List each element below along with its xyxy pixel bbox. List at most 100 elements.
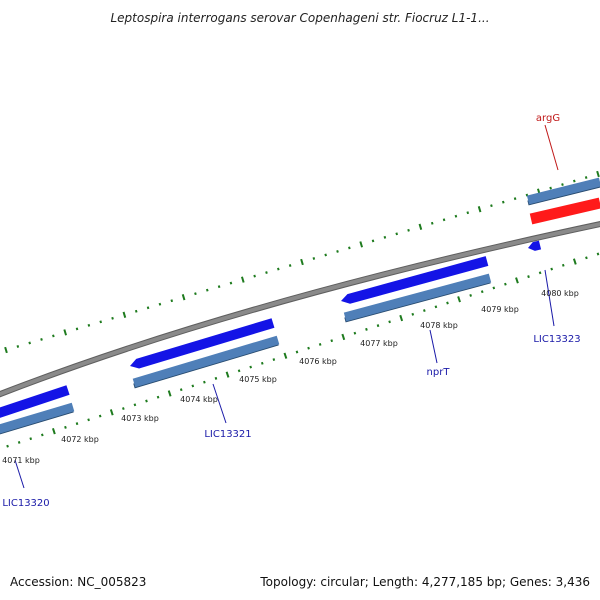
outer-minor-tick xyxy=(28,341,31,345)
inner-minor-tick xyxy=(423,309,426,312)
inner-minor-tick xyxy=(179,388,183,392)
outer-minor-tick xyxy=(288,264,292,267)
inner-minor-tick xyxy=(388,320,391,324)
inner-minor-tick xyxy=(365,327,368,331)
outer-minor-tick xyxy=(40,338,43,341)
inner-minor-tick xyxy=(191,384,195,388)
inner-minor-tick xyxy=(561,263,565,267)
inner-major-tick xyxy=(225,371,230,378)
inner-minor-tick xyxy=(133,403,137,407)
outer-minor-tick xyxy=(466,211,470,215)
map-title: Leptospira interrogans serovar Copenhage… xyxy=(110,11,489,25)
outer-tick-ring xyxy=(4,170,600,354)
outer-minor-tick xyxy=(253,274,256,278)
cds-lic13321 xyxy=(132,335,280,388)
gene-label-argg: argG xyxy=(536,113,560,124)
scale-label-4076: 4076 kbp xyxy=(299,357,337,366)
outer-minor-tick xyxy=(383,235,387,239)
inner-major-tick xyxy=(109,409,114,416)
inner-minor-tick xyxy=(87,418,90,422)
inner-minor-tick xyxy=(469,294,472,297)
outer-minor-tick xyxy=(371,239,375,243)
inner-major-tick xyxy=(283,352,288,359)
inner-minor-tick xyxy=(29,437,33,441)
cds-lic13320 xyxy=(0,402,75,435)
outer-major-tick xyxy=(240,276,245,283)
inner-minor-tick xyxy=(122,407,125,410)
gene-lic13323-arrow xyxy=(528,240,542,251)
scale-label-4071: 4071 kbp xyxy=(2,456,40,465)
outer-minor-tick xyxy=(573,179,576,183)
inner-minor-tick xyxy=(480,290,484,294)
gene-argg-bar xyxy=(529,197,600,225)
outer-minor-tick xyxy=(87,323,91,327)
outer-minor-tick xyxy=(442,218,446,222)
outer-minor-tick xyxy=(324,253,327,257)
inner-minor-tick xyxy=(40,433,44,437)
inner-minor-tick xyxy=(353,331,357,335)
inner-tick-ring xyxy=(6,252,600,448)
outer-minor-tick xyxy=(75,327,79,331)
inner-minor-tick xyxy=(156,395,160,399)
outer-minor-tick xyxy=(501,200,505,204)
leader-lic13323 xyxy=(544,269,555,327)
outer-minor-tick xyxy=(348,246,351,250)
gene-label-lic13321: LIC13321 xyxy=(204,429,251,440)
outer-minor-tick xyxy=(549,186,552,190)
inner-minor-tick xyxy=(307,346,310,350)
leader-lic13320 xyxy=(14,459,25,489)
outer-minor-tick xyxy=(561,183,564,186)
outer-minor-tick xyxy=(407,228,410,232)
scale-label-4080: 4080 kbp xyxy=(541,289,579,298)
outer-minor-tick xyxy=(336,250,339,253)
outer-minor-tick xyxy=(584,176,588,179)
outer-major-tick xyxy=(181,294,186,301)
inner-minor-tick xyxy=(330,339,334,343)
feature-track xyxy=(0,177,600,436)
outer-major-tick xyxy=(4,346,8,354)
accession-text: Accession: NC_005823 xyxy=(10,575,146,589)
inner-major-tick xyxy=(515,277,519,284)
outer-minor-tick xyxy=(312,257,316,260)
inner-minor-tick xyxy=(145,399,148,403)
inner-major-tick xyxy=(399,314,404,322)
genome-summary-text: Topology: circular; Length: 4,277,185 bp… xyxy=(259,575,590,589)
inner-minor-tick xyxy=(376,324,380,328)
outer-minor-tick xyxy=(16,345,20,348)
outer-minor-tick xyxy=(513,197,517,201)
cds-nprt xyxy=(343,273,492,322)
inner-minor-tick xyxy=(75,422,79,426)
genome-backbone xyxy=(0,221,600,398)
outer-minor-tick xyxy=(99,320,103,324)
inner-major-tick xyxy=(52,427,56,435)
gene-label-lic13323: LIC13323 xyxy=(533,334,580,345)
scale-label-4077: 4077 kbp xyxy=(360,339,398,348)
outer-major-tick xyxy=(63,329,68,336)
scale-label-4078: 4078 kbp xyxy=(420,321,458,330)
outer-minor-tick xyxy=(134,309,138,313)
gene-nprt-arrow xyxy=(341,256,489,304)
outer-minor-tick xyxy=(430,221,434,225)
leader-nprt xyxy=(429,329,438,364)
inner-minor-tick xyxy=(237,369,241,373)
inner-minor-tick xyxy=(550,267,554,271)
inner-minor-tick xyxy=(504,282,507,286)
inner-minor-tick xyxy=(318,343,322,346)
outer-major-tick xyxy=(359,241,364,248)
outer-minor-tick xyxy=(52,334,55,338)
outer-minor-tick xyxy=(454,214,458,218)
outer-minor-tick xyxy=(205,288,209,292)
scale-labels: 4071 kbp 4072 kbp 4073 kbp 4074 kbp 4075 kbp… xyxy=(2,289,579,465)
scale-label-4079: 4079 kbp xyxy=(481,305,519,314)
inner-major-tick xyxy=(572,258,577,265)
inner-major-tick xyxy=(341,333,346,341)
cds-argg xyxy=(526,177,600,205)
inner-minor-tick xyxy=(295,350,299,354)
inner-minor-tick xyxy=(203,380,206,384)
backbone-line xyxy=(0,222,600,397)
scale-label-4074: 4074 kbp xyxy=(180,395,218,404)
outer-minor-tick xyxy=(146,306,150,310)
gene-label-nprt: nprT xyxy=(427,367,451,378)
inner-minor-tick xyxy=(492,286,496,290)
